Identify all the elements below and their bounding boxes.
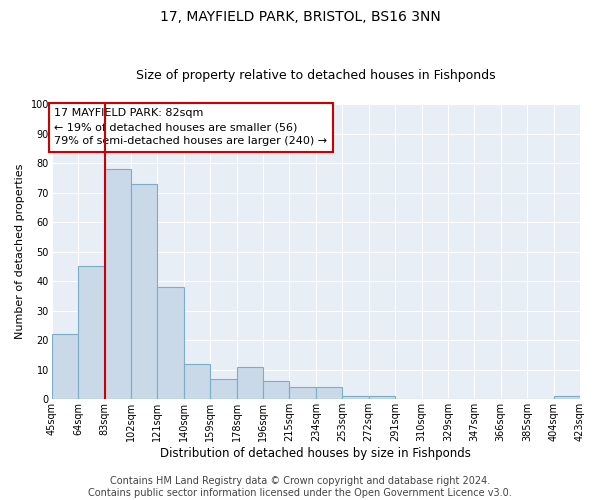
- Bar: [157, 287, 184, 399]
- Bar: [316, 388, 342, 399]
- Bar: [342, 396, 368, 399]
- Bar: [104, 169, 131, 399]
- Bar: [368, 396, 395, 399]
- Title: Size of property relative to detached houses in Fishponds: Size of property relative to detached ho…: [136, 69, 496, 82]
- Text: Contains HM Land Registry data © Crown copyright and database right 2024.
Contai: Contains HM Land Registry data © Crown c…: [88, 476, 512, 498]
- Bar: [131, 184, 157, 399]
- Bar: [78, 266, 104, 399]
- Text: 17 MAYFIELD PARK: 82sqm
← 19% of detached houses are smaller (56)
79% of semi-de: 17 MAYFIELD PARK: 82sqm ← 19% of detache…: [55, 108, 328, 146]
- Bar: [236, 366, 263, 399]
- Bar: [289, 388, 316, 399]
- Bar: [263, 382, 289, 399]
- Y-axis label: Number of detached properties: Number of detached properties: [15, 164, 25, 340]
- Bar: [52, 334, 78, 399]
- X-axis label: Distribution of detached houses by size in Fishponds: Distribution of detached houses by size …: [160, 447, 471, 460]
- Text: 17, MAYFIELD PARK, BRISTOL, BS16 3NN: 17, MAYFIELD PARK, BRISTOL, BS16 3NN: [160, 10, 440, 24]
- Bar: [210, 378, 236, 399]
- Bar: [184, 364, 210, 399]
- Bar: [554, 396, 580, 399]
